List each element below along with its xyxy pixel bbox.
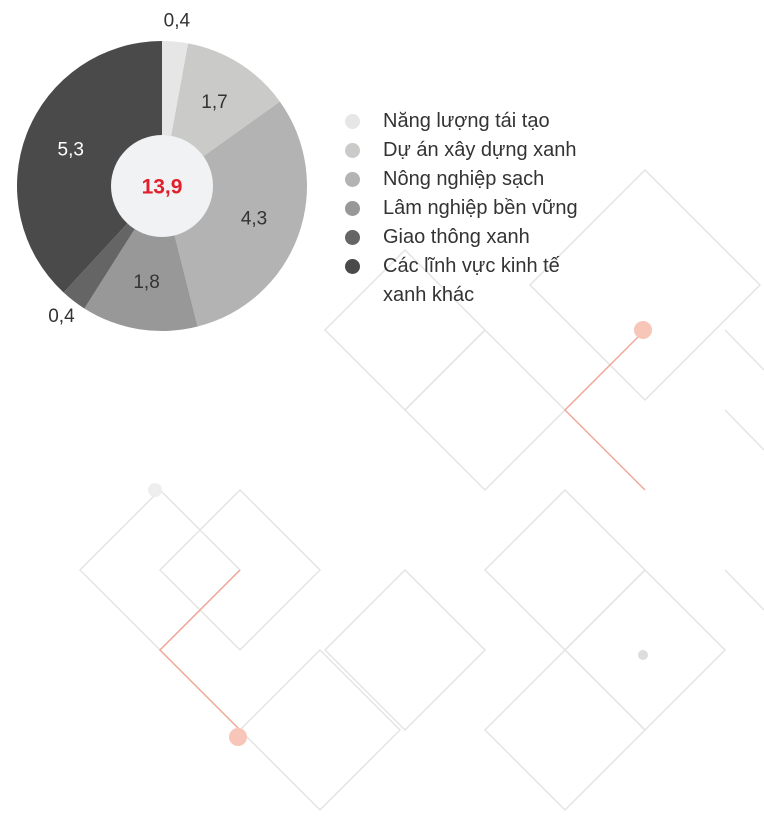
legend-label: Nông nghiệp sạch bbox=[383, 168, 545, 190]
center-label: 13,9 bbox=[142, 176, 183, 199]
accent-lines bbox=[158, 329, 646, 731]
legend-item: Giao thông xanh bbox=[345, 223, 595, 252]
slice-label: 1,7 bbox=[201, 92, 227, 113]
legend-label: Lâm nghiệp bền vững bbox=[383, 197, 578, 219]
pie-slice bbox=[162, 101, 308, 327]
legend-item: Lâm nghiệp bền vững bbox=[345, 194, 595, 223]
legend-swatch bbox=[345, 143, 360, 158]
pie-slice bbox=[16, 41, 163, 293]
legend-item: Năng lượng tái tạo bbox=[345, 107, 595, 136]
accent-dot bbox=[638, 650, 648, 660]
legend-swatch bbox=[345, 259, 360, 274]
accent-dot bbox=[634, 321, 652, 339]
legend-label: Dự án xây dựng xanh bbox=[383, 139, 577, 161]
legend-swatch bbox=[345, 201, 360, 216]
accent-dot bbox=[229, 728, 247, 746]
legend-item: Các lĩnh vực kinh tế xanh khác bbox=[345, 252, 595, 310]
center-hole bbox=[111, 135, 213, 237]
legend-swatch bbox=[345, 114, 360, 129]
legend-label: Các lĩnh vực kinh tế xanh khác bbox=[383, 255, 560, 306]
slice-label: 0,4 bbox=[48, 306, 75, 327]
accent-dot bbox=[148, 483, 162, 497]
slice-label: 1,8 bbox=[133, 272, 159, 293]
slice-label: 4,3 bbox=[241, 209, 267, 230]
legend-label: Năng lượng tái tạo bbox=[383, 110, 550, 132]
legend-item: Nông nghiệp sạch bbox=[345, 165, 595, 194]
legend-label: Giao thông xanh bbox=[383, 226, 530, 248]
legend-swatch bbox=[345, 172, 360, 187]
legend-swatch bbox=[345, 230, 360, 245]
legend: Năng lượng tái tạo Dự án xây dựng xanh Nôn… bbox=[345, 107, 595, 310]
legend-item: Dự án xây dựng xanh bbox=[345, 136, 595, 165]
slice-label: 5,3 bbox=[58, 139, 84, 160]
slice-label: 0,4 bbox=[164, 11, 191, 32]
